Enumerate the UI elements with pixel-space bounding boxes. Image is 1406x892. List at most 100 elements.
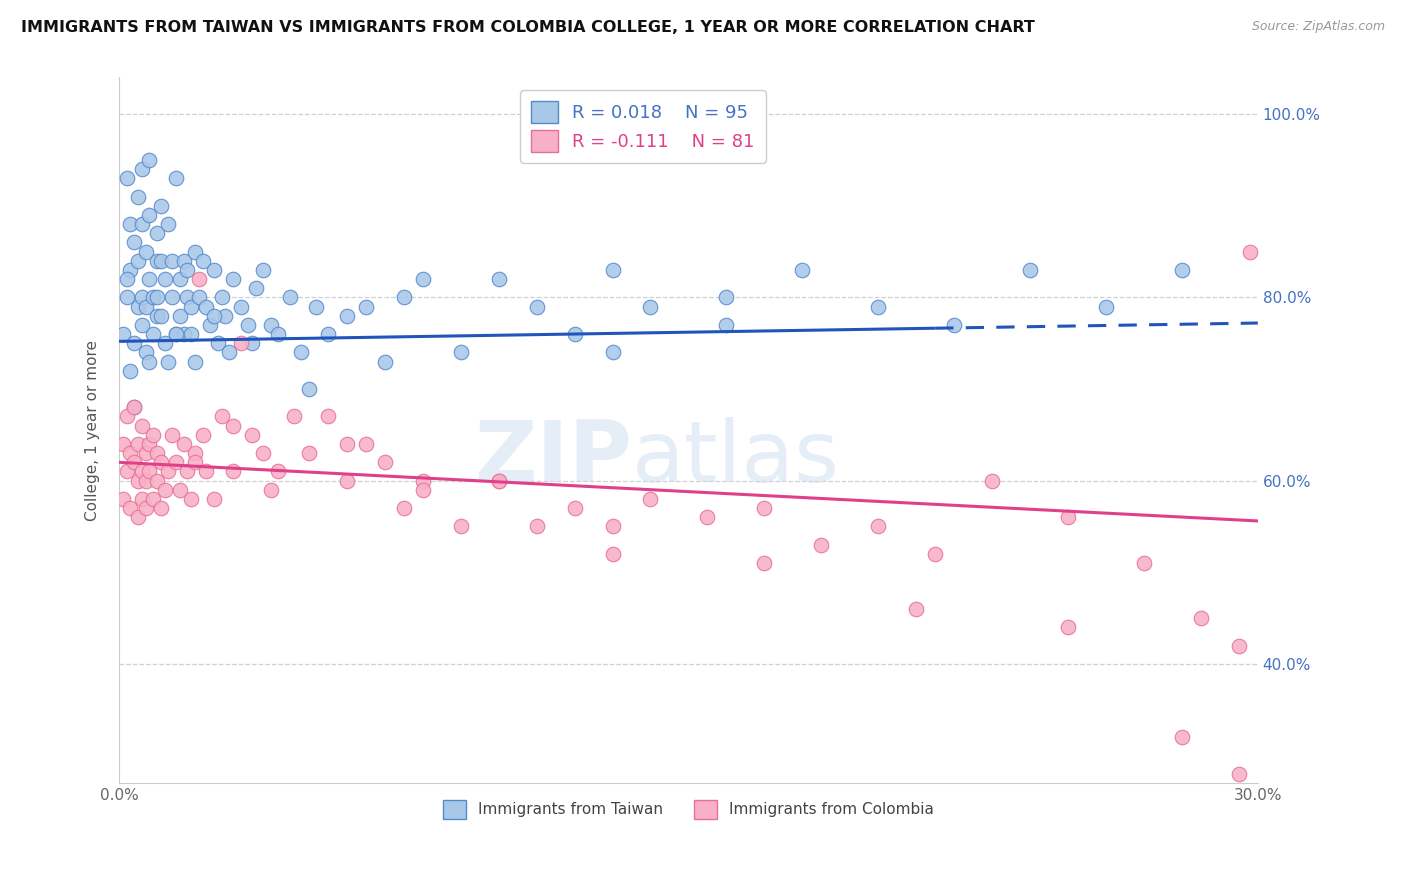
Point (267, 326, 290, 341)
Point (127, 253, 149, 268)
Point (202, 309, 225, 323)
Point (981, 474, 1004, 488)
Point (122, 401, 145, 415)
Point (111, 326, 134, 341)
Point (180, 326, 202, 341)
Point (754, 556, 776, 570)
Point (236, 318, 259, 332)
Point (211, 409, 233, 424)
Point (146, 309, 169, 323)
Point (115, 171, 138, 186)
Point (1171, 263, 1194, 277)
Point (602, 345, 624, 359)
Point (245, 281, 267, 295)
Point (157, 217, 180, 231)
Point (122, 455, 145, 469)
Point (1095, 300, 1118, 314)
Point (1133, 556, 1156, 570)
Point (120, 217, 142, 231)
Point (187, 272, 209, 286)
Point (146, 446, 169, 460)
Point (115, 290, 138, 304)
Point (298, 446, 321, 460)
Point (354, 300, 377, 314)
Point (142, 491, 165, 506)
Point (146, 226, 169, 240)
Point (488, 272, 510, 286)
Point (211, 290, 233, 304)
Point (149, 199, 172, 213)
Point (716, 318, 738, 332)
Point (184, 455, 207, 469)
Point (412, 272, 434, 286)
Point (488, 474, 510, 488)
Point (290, 345, 312, 359)
Point (142, 326, 165, 341)
Point (412, 483, 434, 497)
Point (122, 401, 145, 415)
Point (191, 253, 214, 268)
Point (146, 253, 169, 268)
Point (868, 519, 890, 533)
Point (305, 300, 328, 314)
Point (392, 290, 415, 304)
Text: ZIP: ZIP (474, 417, 631, 500)
Y-axis label: College, 1 year or more: College, 1 year or more (86, 340, 100, 521)
Point (135, 474, 157, 488)
Point (142, 290, 165, 304)
Point (278, 290, 301, 304)
Point (792, 263, 814, 277)
Point (146, 290, 169, 304)
Point (169, 483, 191, 497)
Point (149, 253, 172, 268)
Point (146, 474, 169, 488)
Point (160, 290, 183, 304)
Point (111, 437, 134, 451)
Point (696, 510, 718, 524)
Point (131, 290, 153, 304)
Point (131, 217, 153, 231)
Point (127, 474, 149, 488)
Point (564, 501, 586, 516)
Point (252, 263, 274, 277)
Point (392, 501, 415, 516)
Point (252, 446, 274, 460)
Point (135, 446, 157, 460)
Point (267, 465, 290, 479)
Point (131, 491, 153, 506)
Point (131, 465, 153, 479)
Point (176, 263, 198, 277)
Point (229, 336, 252, 351)
Point (135, 501, 157, 516)
Point (115, 409, 138, 424)
Point (149, 501, 172, 516)
Text: Source: ZipAtlas.com: Source: ZipAtlas.com (1251, 20, 1385, 33)
Point (138, 153, 160, 167)
Point (943, 318, 966, 332)
Point (165, 455, 187, 469)
Point (810, 538, 832, 552)
Point (157, 354, 180, 368)
Point (180, 300, 202, 314)
Point (138, 272, 160, 286)
Point (115, 465, 138, 479)
Point (135, 244, 157, 259)
Point (180, 491, 202, 506)
Point (240, 427, 263, 442)
Point (138, 465, 160, 479)
Point (1227, 639, 1250, 653)
Point (905, 602, 928, 616)
Point (160, 427, 183, 442)
Point (184, 354, 207, 368)
Point (374, 455, 396, 469)
Point (218, 345, 240, 359)
Point (202, 491, 225, 506)
Point (336, 437, 359, 451)
Point (283, 409, 305, 424)
Point (173, 253, 195, 268)
Point (153, 336, 176, 351)
Point (184, 446, 207, 460)
Point (122, 235, 145, 250)
Text: atlas: atlas (631, 417, 839, 500)
Point (131, 418, 153, 433)
